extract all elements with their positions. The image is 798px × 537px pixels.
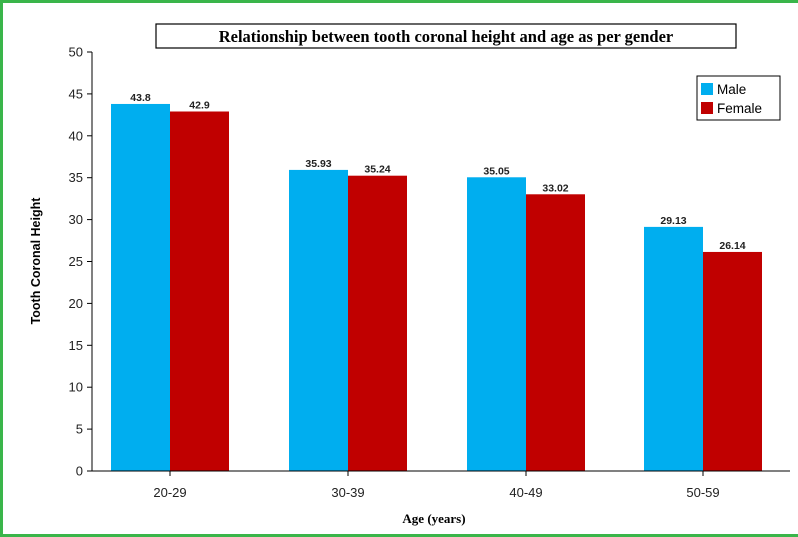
data-label-male: 35.93 [305, 158, 331, 170]
y-axis: 0 5 10 15 20 25 30 35 40 45 50 [69, 45, 93, 479]
legend-swatch-female [701, 102, 713, 114]
bar-male-40-49 [467, 177, 526, 471]
y-tick-label: 25 [69, 254, 83, 269]
y-tick-label: 40 [69, 128, 83, 143]
chart-title-text: Relationship between tooth coronal heigh… [219, 27, 674, 46]
bar-male-20-29 [111, 103, 170, 472]
x-tick-label: 20-29 [153, 485, 186, 500]
data-labels: 43.8 42.9 35.93 35.24 35.05 33.02 29.13 26.14 [130, 92, 746, 252]
y-tick-label: 0 [76, 464, 83, 479]
y-tick-label: 30 [69, 212, 83, 227]
data-label-male: 43.8 [130, 92, 151, 104]
data-label-male: 29.13 [660, 215, 686, 227]
bar-female-40-49 [526, 194, 585, 471]
bar-male-50-59 [644, 226, 703, 471]
y-tick-label: 45 [69, 86, 83, 101]
title-box [155, 23, 737, 49]
y-tick-label: 50 [69, 45, 83, 60]
bars [111, 103, 762, 472]
y-tick-label: 5 [76, 422, 83, 437]
x-tick-label: 30-39 [331, 485, 364, 500]
data-label-female: 33.02 [542, 182, 568, 194]
legend: Male Female [696, 75, 781, 121]
legend-label-male: Male [717, 82, 746, 97]
y-tick-label: 20 [69, 296, 83, 311]
x-axis-title: Age (years) [402, 511, 465, 526]
data-label-female: 26.14 [719, 240, 745, 252]
bar-female-50-59 [703, 251, 762, 471]
data-label-female: 35.24 [364, 164, 390, 176]
legend-swatch-male [701, 83, 713, 95]
data-label-female: 42.9 [189, 99, 210, 111]
x-tick-label: 40-49 [509, 485, 542, 500]
y-tick-label: 10 [69, 380, 83, 395]
data-label-male: 35.05 [483, 165, 509, 177]
y-tick-label: 15 [69, 338, 83, 353]
x-tick-label: 50-59 [686, 485, 719, 500]
chart-title: Relationship between tooth coronal heigh… [155, 23, 737, 49]
y-tick-label: 35 [69, 170, 83, 185]
bar-female-30-39 [348, 175, 407, 472]
y-axis-title: Tooth Coronal Height [29, 197, 43, 325]
legend-label-female: Female [717, 101, 762, 116]
bar-male-30-39 [289, 169, 348, 471]
x-axis: 20-29 30-39 40-49 50-59 [92, 470, 790, 500]
bar-female-20-29 [170, 111, 229, 472]
